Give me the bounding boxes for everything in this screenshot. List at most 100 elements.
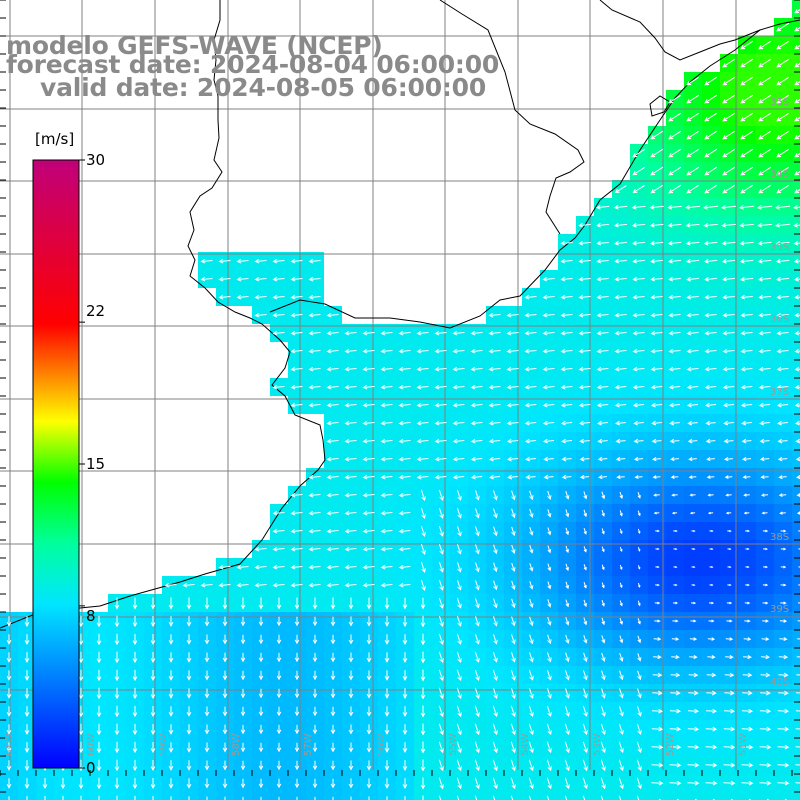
wind-arrow bbox=[254, 546, 267, 552]
wind-arrow bbox=[778, 654, 789, 660]
lon-label: 58W bbox=[231, 733, 242, 756]
wind-arrow bbox=[653, 511, 660, 515]
colorbar-tick-label: 0 bbox=[86, 759, 96, 777]
wind-arrow bbox=[650, 402, 663, 408]
wind-arrow bbox=[758, 112, 772, 122]
wind-cell bbox=[162, 792, 180, 800]
wind-arrow bbox=[506, 420, 519, 426]
wind-cell bbox=[792, 630, 800, 648]
wind-arrow bbox=[438, 723, 444, 736]
wind-arrow bbox=[723, 420, 734, 426]
wind-arrow bbox=[290, 276, 303, 282]
wind-arrow bbox=[651, 726, 664, 732]
wind-arrow bbox=[78, 705, 84, 718]
wind-arrow bbox=[705, 420, 716, 426]
wind-arrow bbox=[254, 276, 267, 282]
wind-arrow bbox=[456, 759, 462, 772]
wind-arrow bbox=[760, 493, 769, 497]
wind-arrow bbox=[384, 616, 390, 627]
wind-arrow bbox=[651, 708, 664, 714]
wind-arrow bbox=[618, 741, 624, 754]
wind-arrow bbox=[637, 600, 641, 607]
wind-arrow bbox=[777, 726, 790, 732]
wind-arrow bbox=[420, 633, 426, 646]
wind-arrow bbox=[312, 724, 318, 735]
wind-arrow bbox=[475, 490, 480, 501]
wind-arrow bbox=[561, 474, 572, 480]
wind-arrow bbox=[434, 330, 447, 336]
wind-arrow bbox=[420, 759, 426, 772]
wind-cell bbox=[486, 792, 504, 800]
wind-arrow bbox=[222, 616, 228, 627]
wind-arrow bbox=[671, 654, 680, 660]
wind-arrow bbox=[114, 651, 120, 664]
wind-arrow bbox=[290, 294, 303, 300]
wind-arrow bbox=[456, 489, 462, 501]
wind-arrow bbox=[637, 510, 641, 517]
wind-arrow bbox=[222, 742, 228, 753]
wind-arrow bbox=[132, 651, 138, 664]
wind-arrow bbox=[704, 312, 717, 318]
wind-arrow bbox=[601, 546, 605, 553]
wind-arrow bbox=[739, 276, 754, 282]
wind-arrow bbox=[366, 760, 372, 771]
lat-label: 37S bbox=[770, 387, 789, 398]
wind-arrow bbox=[740, 148, 754, 158]
wind-arrow bbox=[583, 491, 588, 500]
wind-arrow bbox=[637, 528, 641, 535]
wind-arrow bbox=[741, 726, 754, 732]
wind-arrow bbox=[380, 582, 393, 588]
wind-arrow bbox=[758, 166, 772, 176]
wind-arrow bbox=[547, 545, 552, 554]
wind-arrow bbox=[510, 723, 516, 736]
wind-arrow bbox=[344, 510, 357, 516]
wind-arrow bbox=[528, 723, 534, 736]
wind-arrow bbox=[668, 276, 681, 282]
wind-arrow bbox=[528, 777, 534, 790]
wind-arrow bbox=[673, 583, 678, 587]
wind-arrow bbox=[723, 438, 734, 444]
wind-arrow bbox=[529, 545, 534, 554]
wind-arrow bbox=[687, 420, 698, 426]
wind-arrow bbox=[330, 724, 336, 735]
wind-arrow bbox=[547, 490, 552, 500]
wind-arrow bbox=[186, 616, 192, 627]
wind-cell bbox=[774, 792, 792, 800]
wind-arrow bbox=[761, 511, 768, 515]
wind-arrow bbox=[204, 634, 210, 645]
wind-arrow bbox=[560, 348, 573, 354]
wind-arrow bbox=[619, 670, 624, 681]
wind-arrow bbox=[132, 723, 138, 736]
wind-arrow bbox=[742, 690, 753, 696]
wind-arrow bbox=[366, 670, 372, 681]
wind-arrow bbox=[686, 312, 699, 318]
wind-cell bbox=[792, 594, 800, 612]
wind-arrow bbox=[778, 493, 787, 497]
wind-cell bbox=[288, 792, 306, 800]
wind-arrow bbox=[649, 222, 664, 228]
wind-arrow bbox=[722, 402, 735, 408]
wind-arrow bbox=[709, 547, 714, 551]
wind-arrow bbox=[474, 759, 480, 772]
wind-arrow bbox=[296, 796, 298, 800]
wind-arrow bbox=[757, 276, 772, 282]
forecast-date: forecast date: 2024-08-04 06:00:00 bbox=[6, 50, 500, 79]
wind-arrow bbox=[236, 258, 249, 264]
wind-arrow bbox=[114, 723, 120, 736]
lon-label: 60W bbox=[86, 733, 97, 756]
wind-arrow bbox=[672, 601, 678, 605]
wind-arrow bbox=[204, 724, 210, 735]
wind-arrow bbox=[578, 276, 591, 282]
wind-arrow bbox=[402, 616, 408, 627]
wind-arrow bbox=[362, 330, 375, 336]
wind-arrow bbox=[474, 795, 478, 800]
wind-arrow bbox=[152, 796, 154, 800]
wind-arrow bbox=[366, 597, 372, 610]
wind-arrow bbox=[597, 456, 608, 462]
wind-cell bbox=[792, 468, 800, 486]
wind-arrow bbox=[722, 348, 735, 354]
wind-arrow bbox=[326, 456, 339, 462]
wind-arrow bbox=[794, 9, 800, 14]
wind-arrow bbox=[434, 456, 447, 462]
wind-arrow bbox=[96, 687, 102, 700]
